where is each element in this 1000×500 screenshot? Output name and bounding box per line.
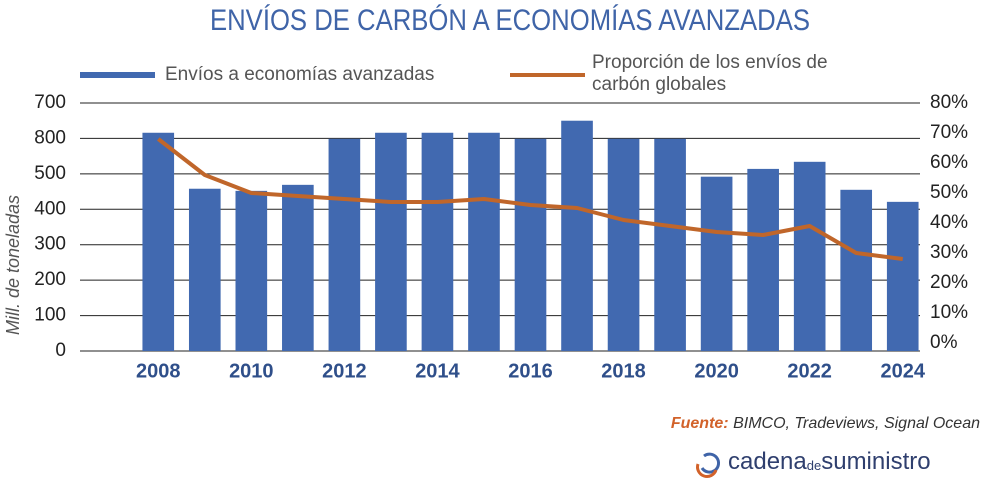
logo-main: cadena (728, 448, 807, 475)
x-tick-label: 2024 (880, 360, 925, 382)
bar (468, 132, 500, 351)
y-axis-label: Mill. de toneladas (3, 195, 23, 335)
y2-tick-label: 70% (930, 122, 968, 143)
y-tick-label: 200 (34, 269, 66, 290)
logo-end: suministro (821, 448, 930, 475)
bar (421, 132, 454, 351)
y-tick-label: 300 (34, 234, 66, 255)
y-tick-label: 0 (55, 340, 66, 361)
x-tick-label: 2008 (136, 360, 181, 382)
bar (840, 189, 873, 351)
y2-tick-label: 50% (930, 182, 968, 203)
bar (607, 138, 640, 351)
chart-title: ENVÍOS DE CARBÓN A ECONOMÍAS AVANZADAS (210, 4, 810, 37)
y-tick-label: 500 (34, 163, 66, 184)
y2-tick-label: 0% (930, 332, 958, 353)
y2-tick-label: 20% (930, 272, 968, 293)
y-tick-label: 700 (34, 92, 66, 113)
logo-icon (700, 452, 720, 474)
y-tick-label: 100 (34, 305, 66, 326)
bar (793, 161, 826, 351)
x-tick-label: 2012 (322, 360, 367, 382)
x-tick-label: 2010 (229, 360, 274, 382)
bar (747, 168, 779, 351)
y2-tick-label: 40% (930, 212, 968, 233)
bar (654, 138, 686, 351)
x-tick-label: 2018 (601, 360, 646, 382)
legend-label: Proporción de los envíos de carbón globa… (592, 52, 828, 95)
source-label: Fuente: (671, 415, 729, 432)
bar (235, 190, 268, 351)
logo: cadenadesuministro (696, 448, 931, 478)
bar (886, 201, 919, 351)
y2-tick-label: 60% (930, 152, 968, 173)
line (157, 137, 903, 261)
y-tick-label: 400 (34, 198, 66, 219)
x-tick-label: 2016 (508, 360, 553, 382)
legend-label: Envíos a economías avanzadas (165, 64, 435, 85)
bar (561, 120, 593, 351)
bar (142, 132, 175, 351)
source-text: BIMCO, Tradeviews, Signal Ocean (733, 415, 980, 432)
source: Fuente: BIMCO, Tradeviews, Signal Ocean (671, 415, 980, 432)
logo-icon (696, 463, 718, 478)
bar (375, 132, 407, 351)
bar (282, 184, 314, 351)
y-tick-label: 800 (34, 127, 66, 148)
logo-text: cadenadesuministro (728, 448, 931, 475)
bar (328, 138, 361, 351)
logo-small: de (807, 458, 821, 473)
bar (514, 138, 547, 351)
x-tick-label: 2014 (415, 360, 460, 382)
bar (188, 188, 221, 351)
y2-tick-label: 10% (930, 302, 968, 323)
y2-tick-label: 80% (930, 92, 968, 113)
y2-tick-label: 30% (930, 242, 968, 263)
x-tick-label: 2020 (694, 360, 739, 382)
x-tick-label: 2022 (787, 360, 832, 382)
bar (700, 176, 733, 351)
